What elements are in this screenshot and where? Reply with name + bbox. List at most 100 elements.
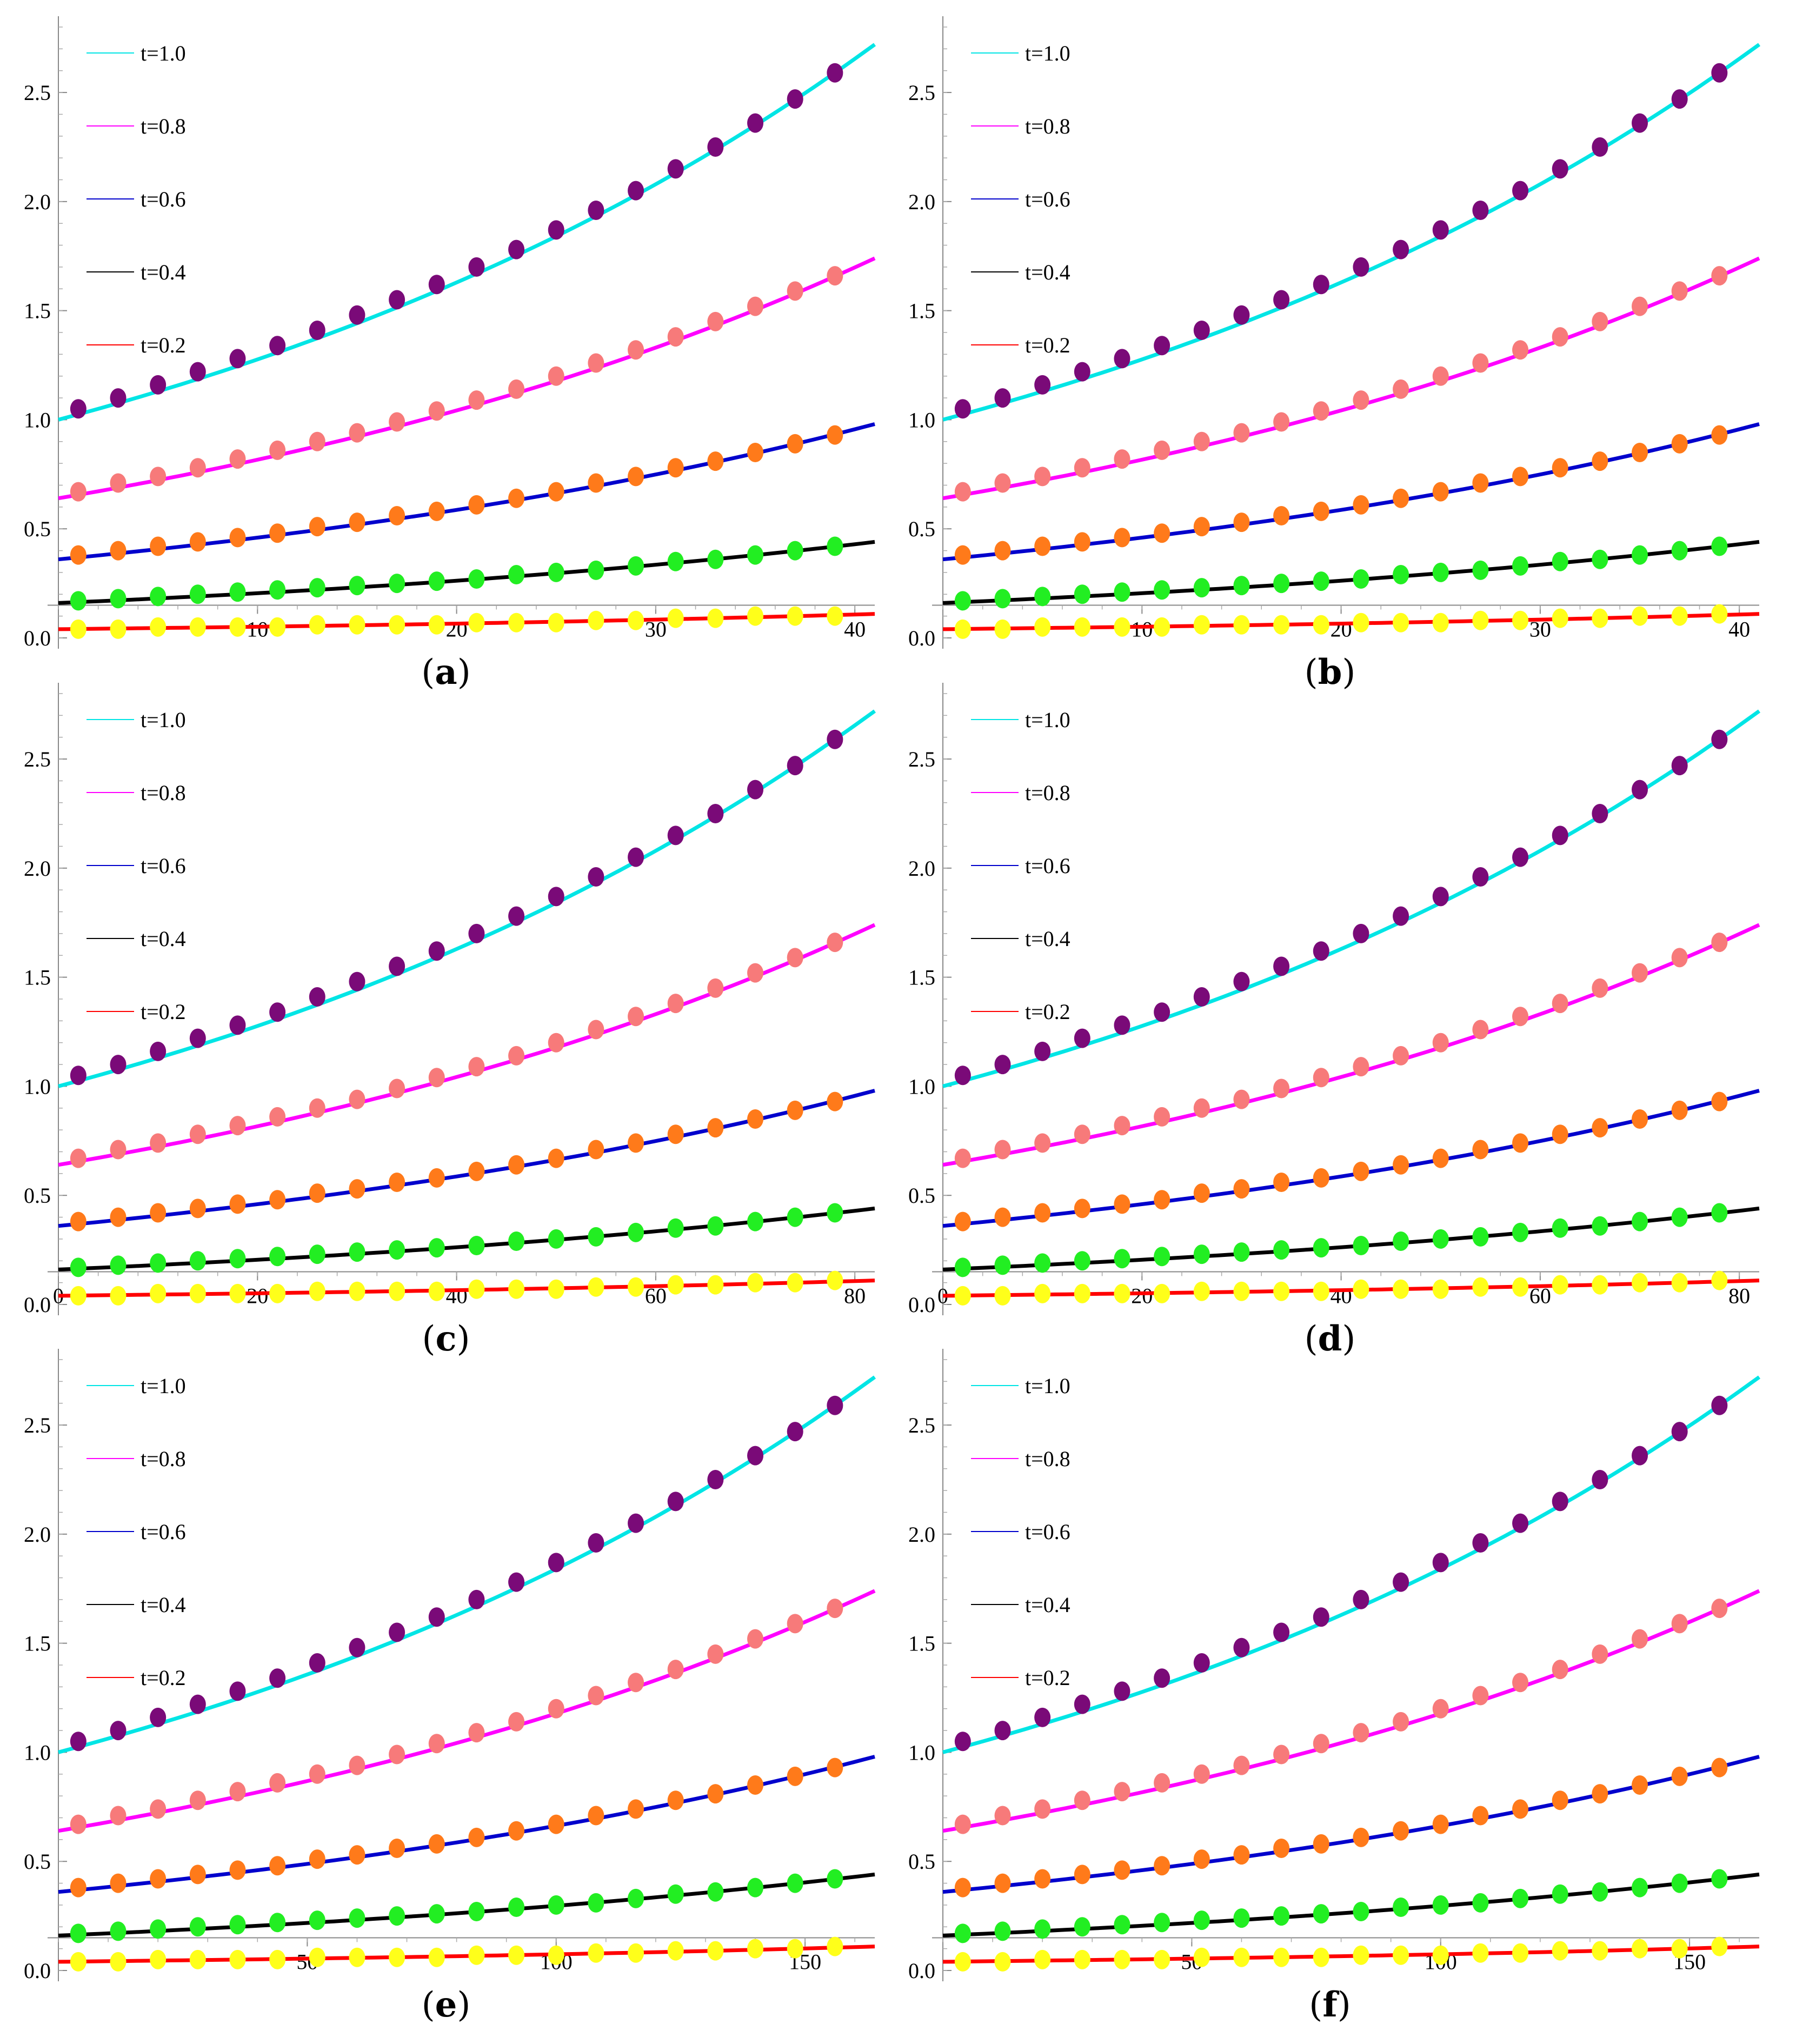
data-point — [1512, 847, 1529, 867]
data-point — [269, 617, 286, 637]
data-point — [110, 541, 127, 561]
data-point — [667, 825, 684, 845]
data-point — [428, 1904, 445, 1924]
data-point — [1711, 1091, 1728, 1111]
data-point — [588, 560, 604, 580]
data-point — [628, 340, 644, 360]
data-point — [1313, 1734, 1329, 1754]
data-point — [1313, 401, 1329, 421]
data-point — [110, 1721, 127, 1741]
data-point — [229, 1681, 246, 1701]
data-point — [548, 1279, 564, 1299]
series-line-t-0_8 — [58, 923, 876, 1167]
data-point — [954, 1732, 971, 1752]
data-point — [994, 1806, 1011, 1826]
data-point — [150, 1919, 167, 1939]
data-point — [189, 532, 206, 552]
data-point — [110, 1921, 127, 1941]
data-point — [1353, 1279, 1369, 1299]
panel-label: (c) — [422, 1319, 470, 1359]
data-point — [954, 619, 971, 639]
data-point — [1512, 1888, 1529, 1908]
data-point — [1193, 1849, 1210, 1869]
data-point — [1313, 1904, 1329, 1924]
data-point — [508, 239, 525, 259]
data-point — [994, 1921, 1011, 1941]
data-point — [1512, 1277, 1529, 1297]
data-point — [70, 482, 87, 502]
panel-b: 0.00.51.01.52.02.510 20 30 40t=1.0t=0.8t=0.… — [908, 16, 1761, 650]
data-point — [1154, 336, 1170, 356]
data-point — [1233, 305, 1250, 325]
y-tick-label: 2.5 — [908, 81, 935, 105]
x-tick-label: 40 — [1331, 1283, 1352, 1308]
data-point — [269, 1949, 286, 1969]
data-point — [1353, 1902, 1369, 1922]
data-point — [1154, 1856, 1170, 1876]
data-point — [1353, 612, 1369, 632]
data-point — [1074, 617, 1090, 637]
panel-label: (e) — [422, 1985, 471, 2025]
y-tick-label: 2.5 — [24, 747, 51, 771]
panel-label: (f) — [1309, 1985, 1351, 2025]
legend-label: t=0.4 — [1025, 1593, 1070, 1617]
data-point — [628, 1673, 644, 1693]
x-tick-label: 80 — [844, 1283, 866, 1308]
data-point — [1472, 1686, 1489, 1706]
data-point — [1632, 1446, 1648, 1466]
data-point — [628, 1222, 644, 1242]
data-point — [1034, 1919, 1051, 1939]
data-point — [994, 1207, 1011, 1227]
data-point — [1193, 578, 1210, 598]
data-point — [1472, 1893, 1489, 1913]
data-point — [707, 549, 724, 569]
data-point — [1074, 458, 1090, 478]
y-tick-label: 0.5 — [908, 517, 935, 541]
data-point — [229, 1949, 246, 1969]
data-point — [150, 1707, 167, 1727]
data-point — [1671, 1939, 1688, 1959]
data-point — [468, 1279, 485, 1299]
data-point — [1711, 1395, 1728, 1415]
legend-label: t=0.2 — [141, 1000, 186, 1024]
data-point — [1273, 574, 1290, 594]
data-point — [1353, 1236, 1369, 1256]
data-point — [1671, 606, 1688, 626]
data-point — [787, 1422, 803, 1442]
data-point — [1114, 582, 1130, 602]
data-point — [1313, 1947, 1329, 1967]
data-point — [787, 1273, 803, 1293]
data-point — [1353, 1589, 1369, 1609]
data-point — [1552, 458, 1568, 478]
data-point — [787, 1873, 803, 1893]
data-point — [1512, 556, 1529, 576]
data-point — [827, 536, 843, 556]
data-point — [707, 1941, 724, 1961]
data-point — [1273, 1839, 1290, 1858]
data-point — [548, 612, 564, 632]
data-point — [1034, 1707, 1051, 1727]
data-point — [468, 1723, 485, 1743]
data-point — [229, 349, 246, 369]
data-point — [747, 1939, 764, 1959]
data-point — [1472, 353, 1489, 373]
y-tick-label: 1.5 — [908, 1632, 935, 1656]
data-point — [667, 1492, 684, 1512]
data-point — [1432, 1148, 1449, 1168]
data-point — [508, 488, 525, 508]
data-point — [389, 290, 405, 310]
x-tick-label: 20 — [446, 617, 468, 641]
data-point — [1632, 1273, 1648, 1293]
data-point — [1512, 1799, 1529, 1819]
data-point — [1034, 1869, 1051, 1889]
data-point — [150, 1949, 167, 1969]
data-point — [1034, 587, 1051, 607]
data-point — [1273, 1947, 1290, 1967]
data-point — [70, 1211, 87, 1231]
data-point — [667, 327, 684, 347]
data-point — [548, 220, 564, 240]
data-point — [229, 1782, 246, 1802]
series-line-t-1_0 — [942, 1375, 1761, 1754]
data-point — [1512, 1943, 1529, 1963]
